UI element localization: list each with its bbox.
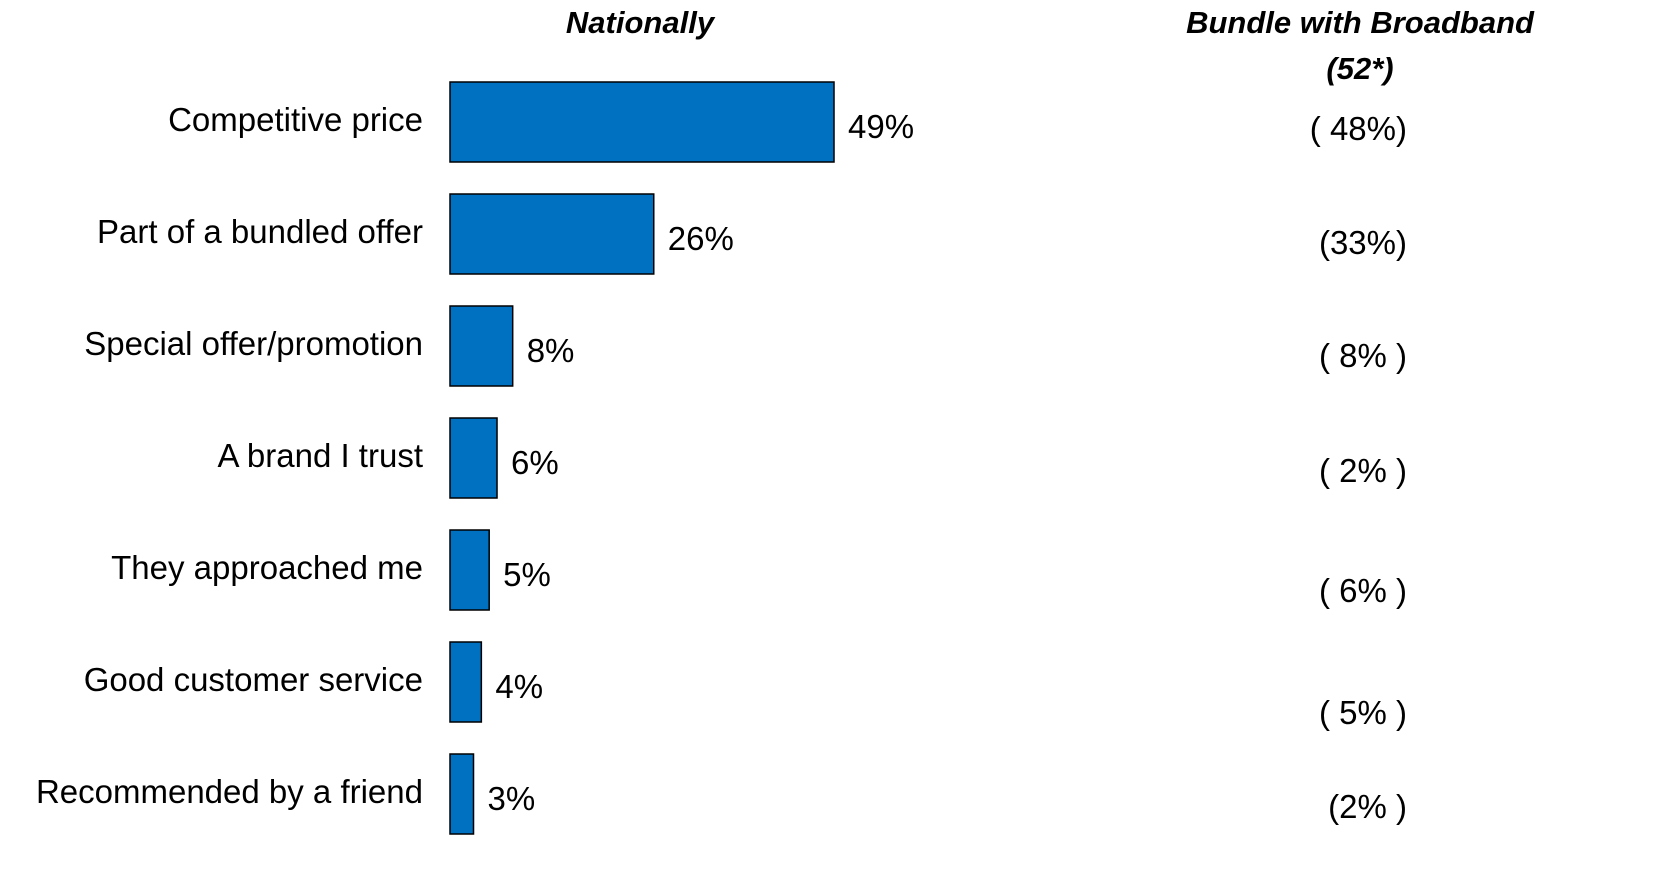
value-label-4: 5%: [503, 556, 551, 593]
bundle-header-line1: Bundle with Broadband: [1186, 5, 1534, 40]
value-label-6: 3%: [488, 780, 536, 817]
comparison-label-5: ( 5% ): [1319, 694, 1407, 731]
bar-3: [449, 417, 498, 499]
comparison-labels: ( 48%) (33%) ( 8% ) ( 2% ) ( 6% ) ( 5% ) (2% ): [1310, 110, 1407, 825]
category-label-4: They approached me: [111, 549, 423, 586]
value-label-1: 26%: [668, 220, 734, 257]
bar-5: [449, 641, 483, 723]
comparison-label-0: ( 48%): [1310, 110, 1407, 147]
bundle-header-line2: (52*): [1326, 51, 1394, 86]
bar-0: [449, 81, 835, 163]
value-labels: 49% 26% 8% 6% 5% 4% 3%: [488, 108, 915, 817]
comparison-label-6: (2% ): [1328, 788, 1407, 825]
bar-1: [449, 193, 655, 275]
bar-2: [449, 305, 514, 387]
category-label-5: Good customer service: [84, 661, 423, 698]
bar-4: [449, 529, 490, 611]
value-label-0: 49%: [848, 108, 914, 145]
bar-6: [449, 753, 475, 835]
value-label-3: 6%: [511, 444, 559, 481]
category-label-0: Competitive price: [168, 101, 423, 138]
comparison-label-2: ( 8% ): [1319, 337, 1407, 374]
category-label-6: Recommended by a friend: [36, 773, 423, 810]
nationally-header: Nationally: [565, 5, 715, 40]
category-label-3: A brand I trust: [218, 437, 423, 474]
value-label-5: 4%: [495, 668, 543, 705]
bundle-with-broadband-header: Bundle with Broadband (52*): [1160, 0, 1560, 92]
value-label-2: 8%: [527, 332, 575, 369]
bars: [449, 81, 835, 835]
category-label-1: Part of a bundled offer: [97, 213, 423, 250]
comparison-label-1: (33%): [1319, 224, 1407, 261]
comparison-label-4: ( 6% ): [1319, 572, 1407, 609]
comparison-label-3: ( 2% ): [1319, 452, 1407, 489]
category-labels: Competitive price Part of a bundled offer…: [36, 101, 423, 810]
category-label-2: Special offer/promotion: [84, 325, 423, 362]
